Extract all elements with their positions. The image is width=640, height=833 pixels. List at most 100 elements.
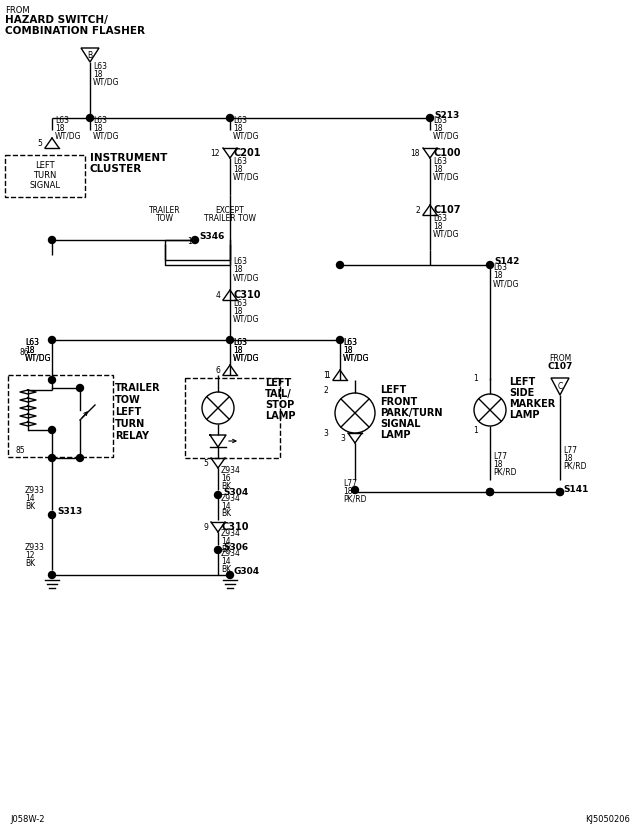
Text: 1: 1 xyxy=(188,237,192,246)
Text: LEFT: LEFT xyxy=(509,377,535,387)
Text: FRONT: FRONT xyxy=(380,397,417,407)
Text: WT/DG: WT/DG xyxy=(343,353,369,362)
Text: 18: 18 xyxy=(25,346,35,355)
Text: 14: 14 xyxy=(221,556,230,566)
Text: L63: L63 xyxy=(233,116,247,124)
Text: 18: 18 xyxy=(433,164,442,173)
Text: LAMP: LAMP xyxy=(509,410,540,420)
Text: 1: 1 xyxy=(473,426,478,435)
Text: 9: 9 xyxy=(203,522,208,531)
Text: STOP: STOP xyxy=(265,400,294,410)
Text: BK: BK xyxy=(25,501,35,511)
Text: WT/DG: WT/DG xyxy=(25,353,51,362)
Text: S141: S141 xyxy=(563,485,588,493)
Text: S346: S346 xyxy=(199,232,225,241)
Text: 16: 16 xyxy=(221,473,230,482)
Text: L63: L63 xyxy=(233,298,247,307)
Text: COMBINATION FLASHER: COMBINATION FLASHER xyxy=(5,26,145,36)
Text: SIDE: SIDE xyxy=(509,388,534,398)
Text: BK: BK xyxy=(25,560,35,568)
Text: Z934: Z934 xyxy=(221,548,241,557)
Text: 18: 18 xyxy=(233,346,243,355)
Text: 5: 5 xyxy=(37,138,42,147)
Circle shape xyxy=(557,488,563,496)
Text: S306: S306 xyxy=(223,542,248,551)
Text: 4: 4 xyxy=(215,291,220,300)
Text: 18: 18 xyxy=(233,164,243,173)
Text: 6: 6 xyxy=(215,366,220,375)
Text: 18: 18 xyxy=(563,453,573,462)
Text: PK/RD: PK/RD xyxy=(493,467,516,476)
Text: L63: L63 xyxy=(343,337,357,347)
Text: WT/DG: WT/DG xyxy=(433,132,460,141)
Text: 1: 1 xyxy=(323,371,328,380)
Text: PK/RD: PK/RD xyxy=(563,461,586,471)
Text: TURN: TURN xyxy=(115,419,145,429)
Text: S142: S142 xyxy=(494,257,520,267)
Text: 18: 18 xyxy=(233,266,243,275)
Text: SIGNAL: SIGNAL xyxy=(29,181,61,189)
Text: BK: BK xyxy=(221,546,231,555)
Circle shape xyxy=(486,262,493,268)
Text: G304: G304 xyxy=(234,567,260,576)
Text: Z934: Z934 xyxy=(221,530,241,538)
Text: WT/DG: WT/DG xyxy=(233,132,259,141)
Text: 18: 18 xyxy=(93,69,102,78)
Circle shape xyxy=(557,488,563,496)
Text: LAMP: LAMP xyxy=(380,430,410,440)
Circle shape xyxy=(227,571,234,578)
Text: 5: 5 xyxy=(203,458,208,467)
Text: C201: C201 xyxy=(234,148,262,158)
Circle shape xyxy=(351,486,358,493)
Circle shape xyxy=(77,455,83,461)
Text: 18: 18 xyxy=(343,486,353,496)
Text: INSTRUMENT: INSTRUMENT xyxy=(90,153,168,163)
Text: WT/DG: WT/DG xyxy=(233,172,259,182)
Text: 18: 18 xyxy=(233,307,243,316)
Text: 2: 2 xyxy=(415,206,420,215)
Text: RELAY: RELAY xyxy=(115,431,149,441)
Text: TRAILER: TRAILER xyxy=(149,206,181,215)
Text: WT/DG: WT/DG xyxy=(343,353,369,362)
Text: L63: L63 xyxy=(343,337,357,347)
Text: FROM: FROM xyxy=(549,353,571,362)
Text: B: B xyxy=(88,51,93,59)
Text: BK: BK xyxy=(221,565,231,573)
Circle shape xyxy=(426,114,433,122)
Circle shape xyxy=(86,114,93,122)
Text: LAMP: LAMP xyxy=(265,411,296,421)
Circle shape xyxy=(486,488,493,496)
Text: L63: L63 xyxy=(233,337,247,347)
Text: 18: 18 xyxy=(493,460,502,468)
Text: 12: 12 xyxy=(25,551,35,561)
Text: WT/DG: WT/DG xyxy=(233,353,259,362)
Text: TOW: TOW xyxy=(156,213,174,222)
Text: Z933: Z933 xyxy=(25,543,45,552)
Text: Z933: Z933 xyxy=(25,486,45,495)
Text: PK/RD: PK/RD xyxy=(343,495,367,503)
Circle shape xyxy=(486,488,493,496)
Text: TRAILER TOW: TRAILER TOW xyxy=(204,213,256,222)
Text: Z934: Z934 xyxy=(221,466,241,475)
Text: L63: L63 xyxy=(25,337,39,347)
Text: 18: 18 xyxy=(410,148,420,157)
Circle shape xyxy=(49,337,56,343)
Text: L63: L63 xyxy=(433,157,447,166)
Text: SIGNAL: SIGNAL xyxy=(380,419,420,429)
Text: TAIL/: TAIL/ xyxy=(265,389,292,399)
Text: Z934: Z934 xyxy=(221,493,241,502)
Text: HAZARD SWITCH/: HAZARD SWITCH/ xyxy=(5,15,108,25)
Text: 18: 18 xyxy=(343,346,353,355)
Circle shape xyxy=(49,571,56,578)
Circle shape xyxy=(49,237,56,243)
Circle shape xyxy=(191,237,198,243)
Circle shape xyxy=(227,114,234,122)
Text: LEFT: LEFT xyxy=(380,385,406,395)
Text: 85: 85 xyxy=(15,446,24,455)
Text: TOW: TOW xyxy=(115,395,141,405)
Text: WT/DG: WT/DG xyxy=(233,273,259,282)
Text: LEFT: LEFT xyxy=(35,161,55,169)
Text: S313: S313 xyxy=(57,507,83,516)
Circle shape xyxy=(49,455,56,461)
Text: TURN: TURN xyxy=(33,171,57,179)
